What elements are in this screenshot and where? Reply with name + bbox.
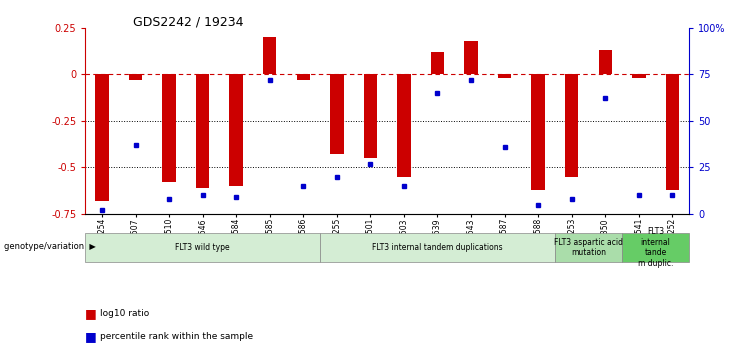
Bar — [296, 74, 310, 80]
Text: ■: ■ — [85, 307, 97, 321]
Bar — [196, 74, 210, 188]
Text: FLT3
internal
tande
m duplic.: FLT3 internal tande m duplic. — [638, 227, 674, 268]
Bar — [397, 74, 411, 177]
Bar — [263, 37, 276, 74]
Text: FLT3 wild type: FLT3 wild type — [176, 243, 230, 252]
Bar — [465, 41, 478, 74]
Bar — [632, 74, 645, 78]
Bar — [622, 233, 689, 262]
Bar — [531, 74, 545, 190]
Bar — [96, 74, 109, 201]
Text: genotype/variation  ▶: genotype/variation ▶ — [4, 242, 96, 251]
Bar — [565, 74, 579, 177]
Bar — [85, 233, 320, 262]
Bar — [230, 74, 243, 186]
Text: GDS2242 / 19234: GDS2242 / 19234 — [133, 16, 244, 29]
Bar — [431, 52, 444, 74]
Bar — [320, 233, 555, 262]
Text: FLT3 aspartic acid
mutation: FLT3 aspartic acid mutation — [554, 238, 623, 257]
Bar — [599, 50, 612, 74]
Bar — [162, 74, 176, 182]
Bar — [330, 74, 344, 154]
Bar — [498, 74, 511, 78]
Text: log10 ratio: log10 ratio — [100, 309, 149, 318]
Text: percentile rank within the sample: percentile rank within the sample — [100, 332, 253, 341]
Bar — [129, 74, 142, 80]
Bar — [665, 74, 679, 190]
Bar — [364, 74, 377, 158]
Text: FLT3 internal tandem duplications: FLT3 internal tandem duplications — [372, 243, 503, 252]
Bar — [555, 233, 622, 262]
Text: ■: ■ — [85, 330, 97, 343]
